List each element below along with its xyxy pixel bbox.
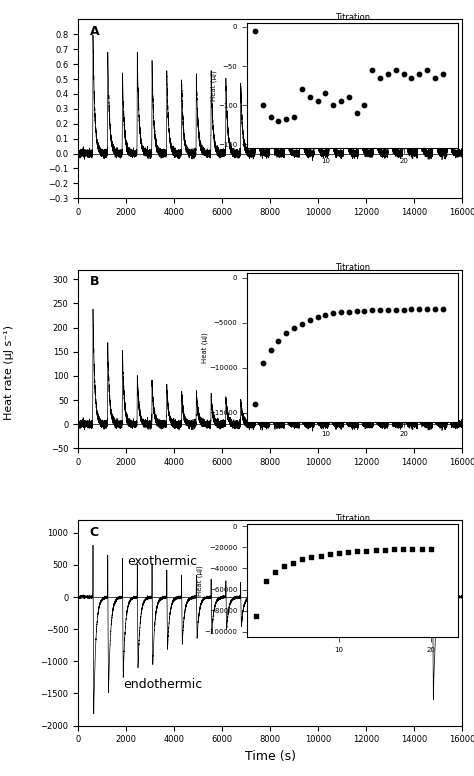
Text: A: A: [90, 25, 100, 38]
Text: C: C: [90, 526, 99, 539]
X-axis label: Time (s): Time (s): [245, 750, 296, 763]
Text: endothermic: endothermic: [123, 678, 202, 691]
Text: exothermic: exothermic: [128, 555, 198, 567]
Text: Heat rate (μJ s⁻¹): Heat rate (μJ s⁻¹): [4, 325, 15, 420]
Text: B: B: [90, 275, 99, 288]
